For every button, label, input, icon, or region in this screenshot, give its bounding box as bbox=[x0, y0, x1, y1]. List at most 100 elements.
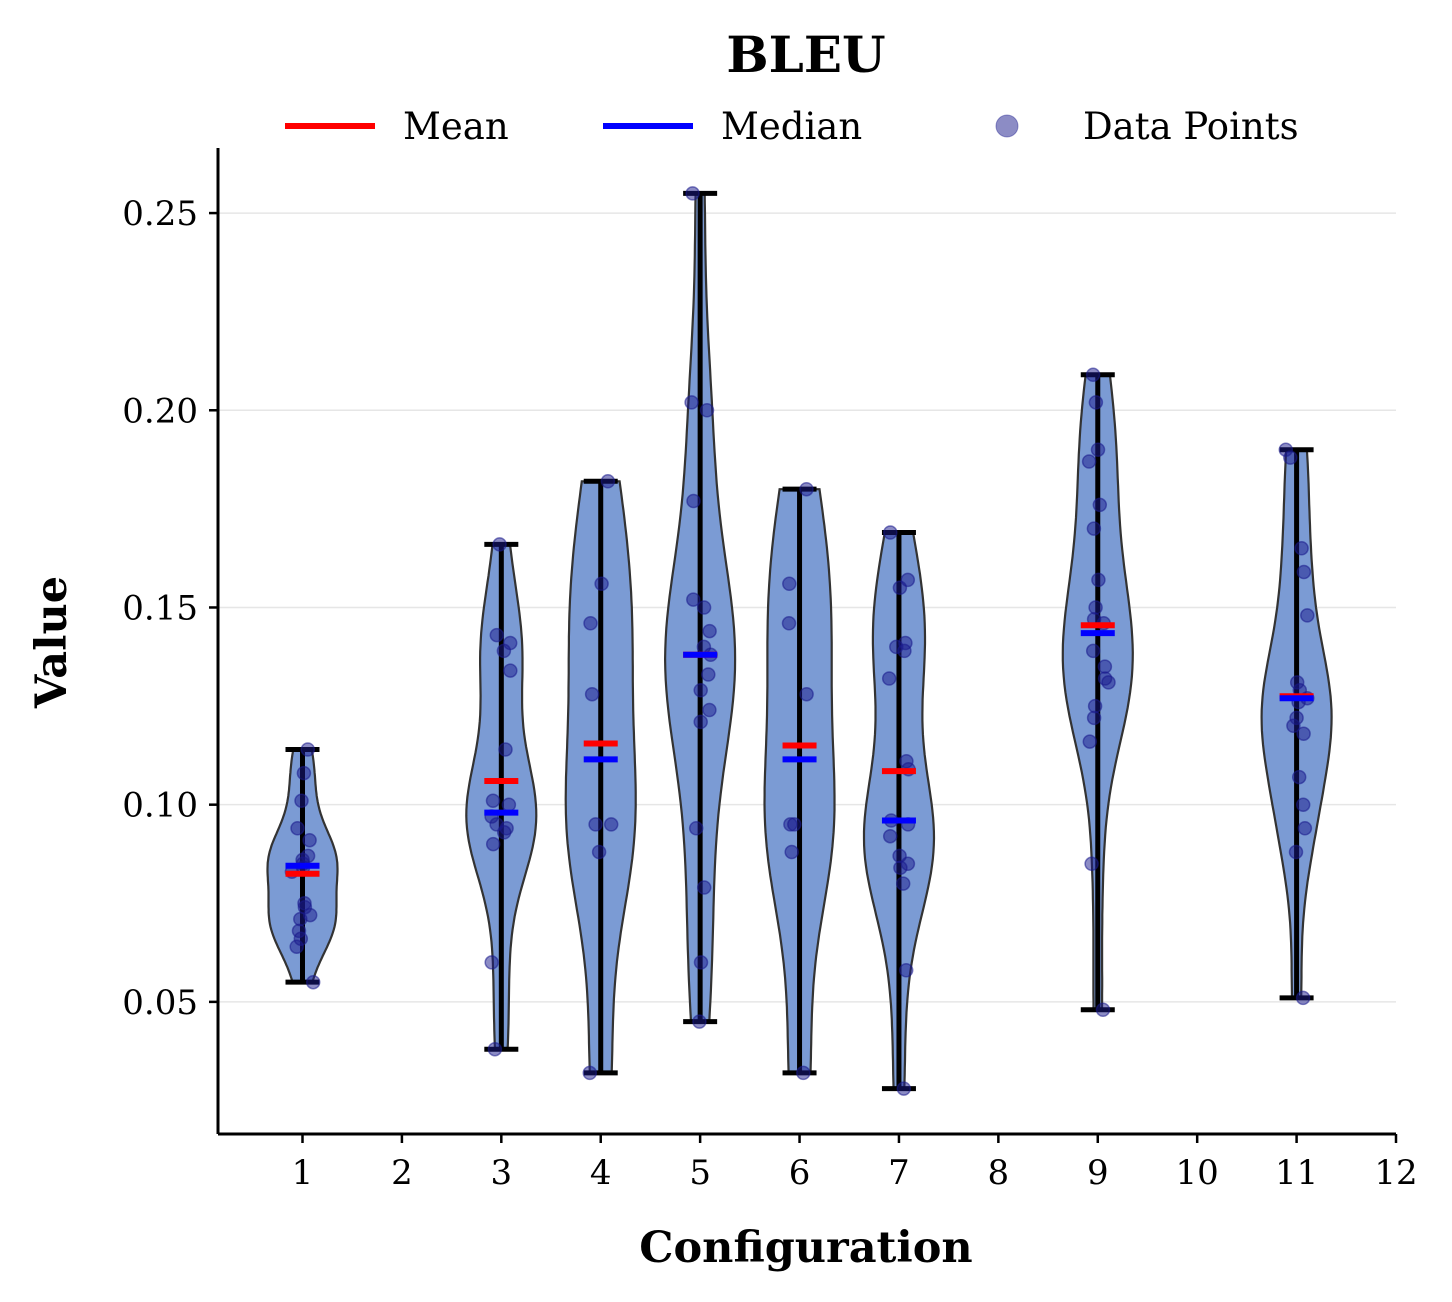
data-point bbox=[896, 1081, 912, 1096]
chart-legend: Mean Median Data Points bbox=[285, 105, 1299, 148]
data-point bbox=[1291, 769, 1307, 785]
data-point bbox=[603, 817, 619, 832]
axes: 1 2 3 4 5 6 7 8 9 10 11 120.050.100.150.200.25 bbox=[122, 148, 1418, 1193]
data-point bbox=[702, 623, 717, 639]
data-point bbox=[1297, 821, 1313, 836]
data-point bbox=[485, 793, 501, 808]
data-point bbox=[897, 643, 912, 659]
data-point bbox=[1296, 726, 1311, 741]
data-point bbox=[701, 667, 716, 682]
chart-title: BLEU bbox=[726, 25, 885, 84]
data-point bbox=[1088, 600, 1103, 615]
violin-group-3 bbox=[465, 537, 538, 1057]
data-point bbox=[1296, 564, 1312, 580]
data-point bbox=[1288, 844, 1304, 860]
data-point bbox=[692, 1014, 707, 1029]
data-point bbox=[582, 1065, 598, 1081]
legend-swatch-dot bbox=[995, 114, 1019, 138]
violin-group-9 bbox=[1061, 367, 1134, 1018]
data-point bbox=[498, 742, 513, 757]
data-point bbox=[1283, 450, 1298, 465]
data-point bbox=[693, 955, 709, 970]
data-point bbox=[300, 742, 316, 757]
legend-label: Data Points bbox=[1083, 105, 1299, 148]
x-tick-label: 11 bbox=[1275, 1153, 1318, 1193]
data-point bbox=[881, 671, 897, 686]
data-point bbox=[489, 627, 505, 643]
data-point bbox=[1087, 698, 1103, 714]
data-point bbox=[1095, 1002, 1111, 1018]
legend-item: Median bbox=[603, 105, 862, 148]
data-point bbox=[782, 576, 797, 592]
data-point bbox=[686, 592, 701, 607]
data-point bbox=[799, 686, 814, 702]
y-axis-label: Value bbox=[27, 576, 77, 709]
data-point bbox=[1294, 541, 1309, 556]
legend-label: Median bbox=[721, 105, 862, 148]
data-point bbox=[588, 817, 603, 832]
data-point bbox=[696, 600, 712, 615]
data-point bbox=[600, 474, 616, 489]
data-point bbox=[1091, 572, 1106, 588]
x-tick-label: 10 bbox=[1176, 1153, 1219, 1193]
x-tick-label: 1 bbox=[292, 1153, 314, 1193]
data-point bbox=[302, 832, 317, 848]
data-point bbox=[1090, 442, 1106, 457]
y-tick-label: 0.05 bbox=[122, 983, 198, 1023]
data-point bbox=[584, 686, 600, 702]
x-tick-label: 6 bbox=[789, 1153, 811, 1193]
data-point bbox=[485, 836, 501, 852]
data-point bbox=[501, 797, 517, 812]
y-tick-label: 0.10 bbox=[122, 786, 198, 826]
x-tick-label: 2 bbox=[391, 1153, 413, 1193]
data-point bbox=[892, 580, 908, 596]
violin-group-4 bbox=[564, 474, 637, 1081]
x-tick-label: 3 bbox=[490, 1153, 512, 1193]
data-point bbox=[693, 683, 708, 698]
data-point bbox=[302, 907, 318, 923]
data-point bbox=[1300, 608, 1315, 623]
data-point bbox=[784, 844, 799, 860]
data-point bbox=[898, 963, 914, 978]
data-point bbox=[787, 817, 802, 832]
data-point bbox=[693, 714, 708, 730]
data-point bbox=[1081, 454, 1097, 469]
x-tick-label: 5 bbox=[689, 1153, 711, 1193]
data-point bbox=[1286, 718, 1301, 734]
data-point bbox=[699, 403, 715, 418]
x-axis-label: Configuration bbox=[639, 1223, 972, 1273]
x-tick-label: 4 bbox=[590, 1153, 612, 1193]
violin-group-11 bbox=[1260, 442, 1333, 1006]
x-tick-label: 9 bbox=[1087, 1153, 1109, 1193]
x-tick-label: 12 bbox=[1374, 1153, 1417, 1193]
data-point bbox=[696, 880, 712, 895]
violin-group-1 bbox=[266, 742, 339, 990]
data-point bbox=[1082, 734, 1098, 749]
y-tick-label: 0.15 bbox=[122, 588, 198, 628]
data-point bbox=[290, 821, 305, 836]
data-point bbox=[1295, 990, 1311, 1006]
violin-group-6 bbox=[763, 481, 836, 1081]
data-point bbox=[289, 939, 304, 954]
data-point bbox=[1092, 497, 1108, 513]
violin-group-5 bbox=[663, 186, 737, 1029]
data-point bbox=[496, 825, 512, 840]
data-point bbox=[487, 1041, 503, 1057]
legend-label: Mean bbox=[403, 105, 509, 148]
data-point bbox=[305, 974, 321, 990]
data-point bbox=[781, 616, 797, 631]
data-point bbox=[1084, 856, 1099, 872]
legend-item: Mean bbox=[285, 105, 509, 148]
x-tick-label: 8 bbox=[988, 1153, 1010, 1193]
data-point bbox=[1086, 710, 1102, 726]
violin-group-7 bbox=[862, 525, 936, 1096]
data-point bbox=[799, 481, 814, 497]
data-point bbox=[1097, 659, 1113, 674]
data-point bbox=[1085, 367, 1101, 383]
data-point bbox=[895, 876, 911, 891]
data-point bbox=[882, 828, 898, 844]
data-point bbox=[583, 616, 598, 631]
data-point bbox=[1101, 675, 1116, 690]
y-tick-label: 0.20 bbox=[122, 391, 198, 431]
